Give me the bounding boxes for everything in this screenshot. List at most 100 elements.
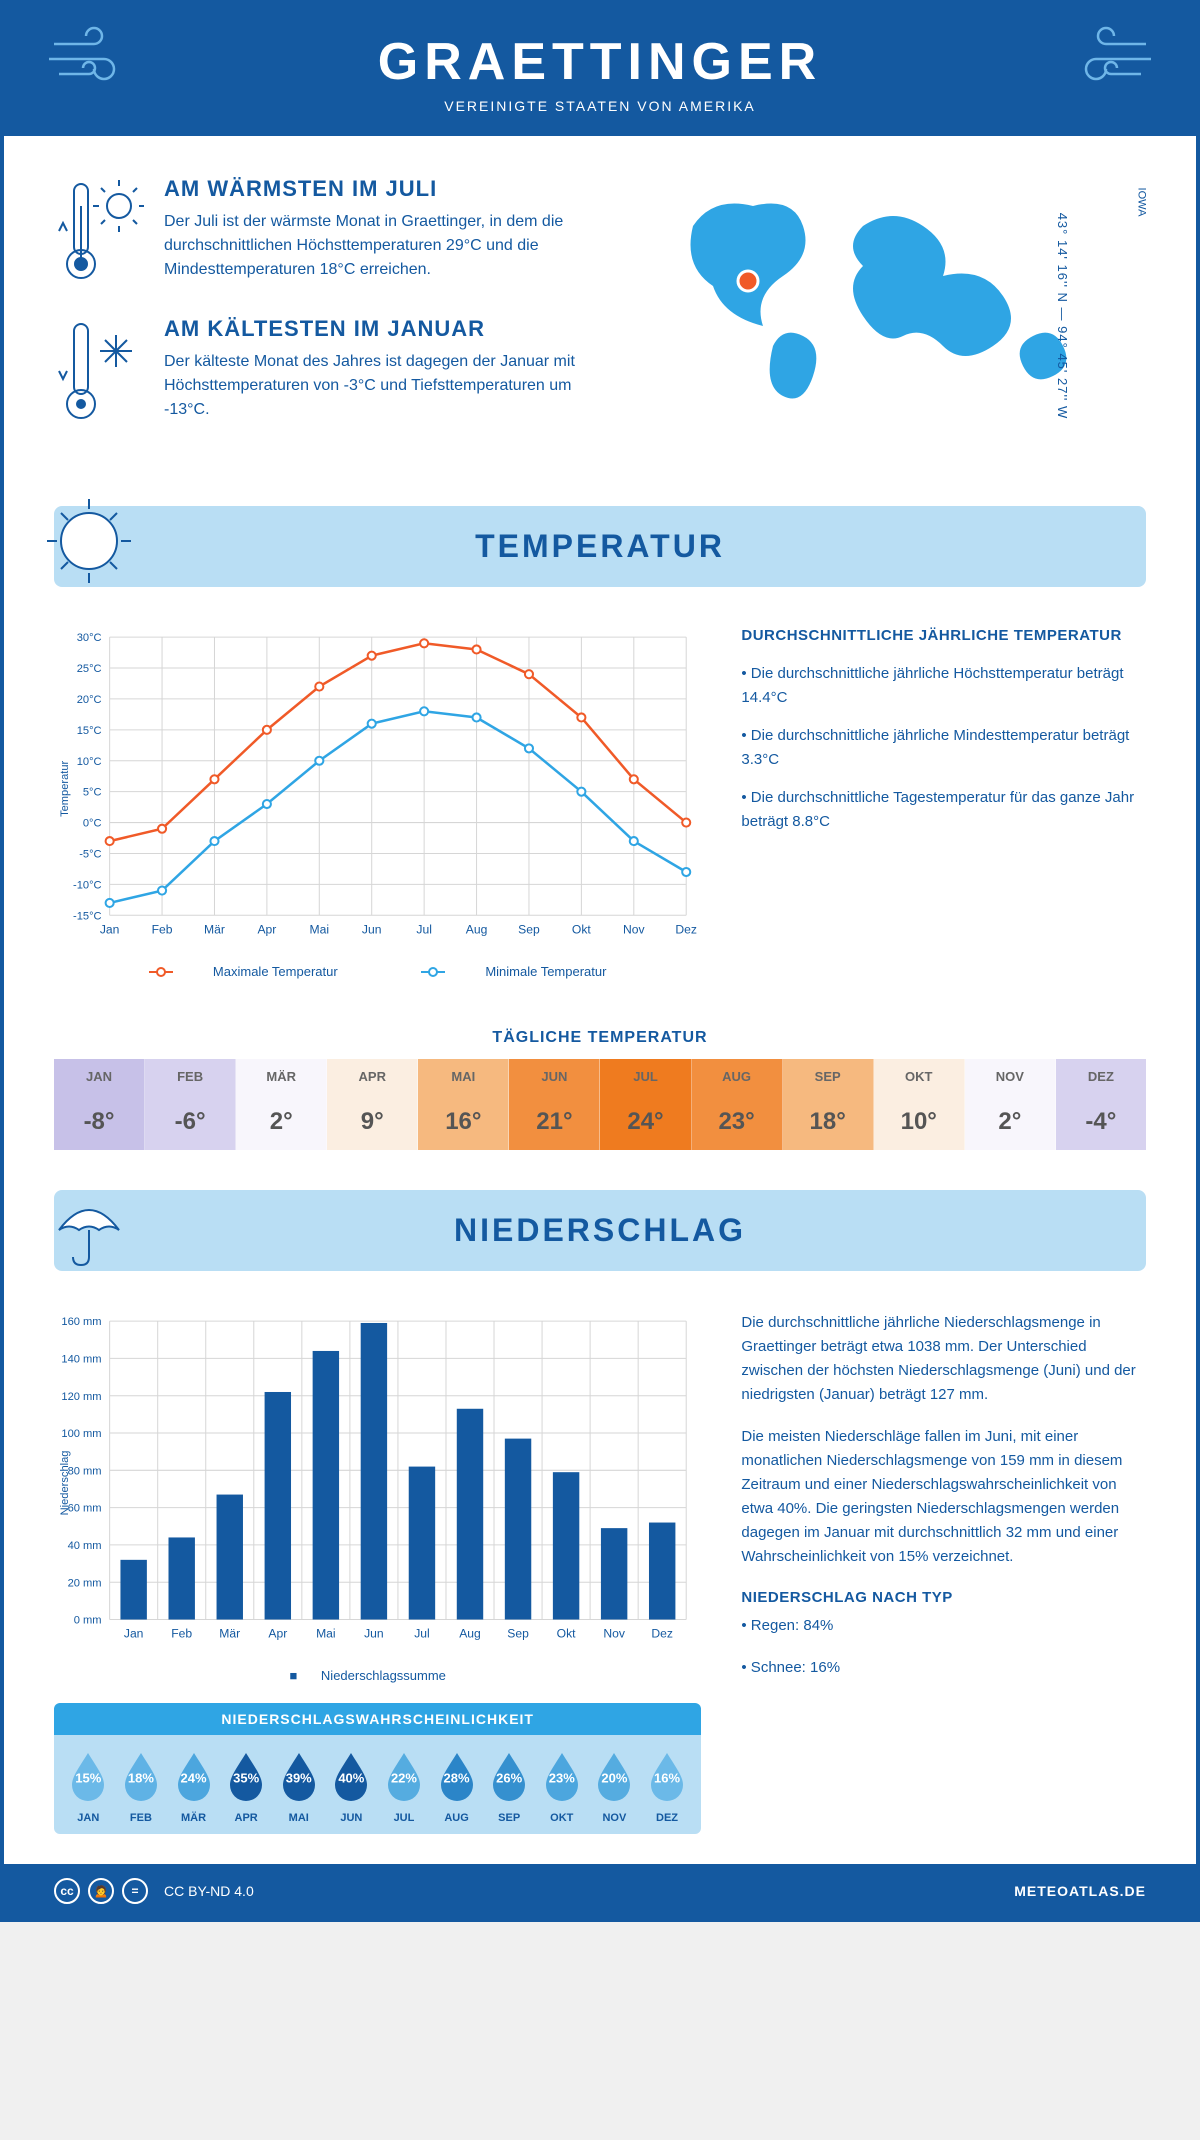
svg-text:Mär: Mär	[204, 922, 225, 936]
precip-bar-chart: 0 mm20 mm40 mm60 mm80 mm100 mm120 mm140 …	[54, 1311, 701, 1655]
svg-text:Aug: Aug	[459, 1626, 481, 1640]
svg-text:Jul: Jul	[414, 1626, 429, 1640]
temp-table-col: AUG23°	[692, 1059, 783, 1150]
svg-text:Dez: Dez	[651, 1626, 673, 1640]
svg-text:0°C: 0°C	[83, 818, 102, 830]
wind-icon	[1066, 24, 1156, 94]
svg-text:Dez: Dez	[675, 922, 697, 936]
svg-text:Sep: Sep	[507, 1626, 529, 1640]
prob-item: 26%SEP	[483, 1749, 536, 1824]
section-banner-temp: TEMPERATUR	[54, 506, 1146, 587]
thermometer-snow-icon	[54, 316, 144, 426]
temp-table-col: JUN21°	[509, 1059, 600, 1150]
precip-p1: Die durchschnittliche jährliche Niedersc…	[741, 1311, 1146, 1407]
precip-type2: • Schnee: 16%	[741, 1656, 1146, 1680]
svg-text:Feb: Feb	[171, 1626, 192, 1640]
temp-table-col: FEB-6°	[145, 1059, 236, 1150]
state-label: IOWA	[1136, 188, 1148, 217]
svg-text:140 mm: 140 mm	[61, 1353, 101, 1365]
prob-item: 22%JUL	[378, 1749, 431, 1824]
svg-text:20 mm: 20 mm	[68, 1577, 102, 1589]
prob-item: 20%NOV	[588, 1749, 641, 1824]
prob-item: 35%APR	[220, 1749, 273, 1824]
svg-text:100 mm: 100 mm	[61, 1428, 101, 1440]
svg-text:Jun: Jun	[364, 1626, 384, 1640]
temp-table-col: NOV2°	[965, 1059, 1056, 1150]
svg-text:40 mm: 40 mm	[68, 1540, 102, 1552]
daily-temp-table: JAN-8°FEB-6°MÄR2°APR9°MAI16°JUN21°JUL24°…	[54, 1059, 1146, 1150]
precip-legend: ■ Niederschlagssumme	[54, 1668, 701, 1683]
temp-info-p2: • Die durchschnittliche jährliche Mindes…	[741, 724, 1146, 772]
svg-text:Nov: Nov	[623, 922, 645, 936]
svg-text:Feb: Feb	[152, 922, 173, 936]
prob-item: 28%AUG	[430, 1749, 483, 1824]
fact-cold-text: Der kälteste Monat des Jahres ist dagege…	[164, 350, 580, 422]
svg-text:20°C: 20°C	[77, 694, 102, 706]
temp-table-col: MAI16°	[418, 1059, 509, 1150]
temp-table-col: MÄR2°	[236, 1059, 327, 1150]
temp-legend: Maximale Temperatur Minimale Temperatur	[54, 964, 701, 979]
by-icon: 🙍	[88, 1878, 114, 1904]
svg-text:0 mm: 0 mm	[74, 1614, 102, 1626]
umbrella-icon	[39, 1175, 139, 1275]
fact-warm-text: Der Juli ist der wärmste Monat in Graett…	[164, 210, 580, 282]
svg-text:30°C: 30°C	[77, 632, 102, 644]
temp-info-p1: • Die durchschnittliche jährliche Höchst…	[741, 662, 1146, 710]
svg-text:Okt: Okt	[572, 922, 591, 936]
precip-type1: • Regen: 84%	[741, 1614, 1146, 1638]
section-title-temp: TEMPERATUR	[76, 528, 1124, 565]
svg-text:Jan: Jan	[100, 922, 120, 936]
prob-row: 15%JAN18%FEB24%MÄR35%APR39%MAI40%JUN22%J…	[54, 1735, 701, 1834]
prob-item: 23%OKT	[535, 1749, 588, 1824]
nd-icon: =	[122, 1878, 148, 1904]
daily-temp-title: TÄGLICHE TEMPERATUR	[4, 1029, 1196, 1047]
temp-line-chart: -15°C-10°C-5°C0°C5°C10°C15°C20°C25°C30°C…	[54, 627, 701, 979]
prob-item: 40%JUN	[325, 1749, 378, 1824]
precip-p2: Die meisten Niederschläge fallen im Juni…	[741, 1425, 1146, 1569]
infographic-page: GRAETTINGER VEREINIGTE STAATEN VON AMERI…	[0, 0, 1200, 1922]
fact-warmest: AM WÄRMSTEN IM JULI Der Juli ist der wär…	[54, 176, 580, 286]
svg-text:Jun: Jun	[362, 922, 382, 936]
sun-icon	[39, 491, 139, 591]
svg-text:Apr: Apr	[257, 922, 276, 936]
svg-text:Mai: Mai	[310, 922, 330, 936]
svg-text:-10°C: -10°C	[73, 879, 102, 891]
coordinates: 43° 14' 16'' N — 94° 45' 27'' W	[1055, 213, 1070, 420]
temp-info-title: DURCHSCHNITTLICHE JÄHRLICHE TEMPERATUR	[741, 627, 1146, 644]
temp-table-col: OKT10°	[874, 1059, 965, 1150]
svg-text:80 mm: 80 mm	[68, 1465, 102, 1477]
thermometer-sun-icon	[54, 176, 144, 286]
svg-text:-5°C: -5°C	[79, 849, 101, 861]
prob-item: 15%JAN	[62, 1749, 115, 1824]
svg-text:Mai: Mai	[316, 1626, 336, 1640]
svg-text:Jul: Jul	[416, 922, 432, 936]
svg-text:Apr: Apr	[268, 1626, 287, 1640]
precip-type-title: NIEDERSCHLAG NACH TYP	[741, 1589, 1146, 1606]
svg-text:15°C: 15°C	[77, 725, 102, 737]
svg-text:25°C: 25°C	[77, 663, 102, 675]
prob-item: 39%MAI	[272, 1749, 325, 1824]
temp-table-col: APR9°	[327, 1059, 418, 1150]
license-icons: cc 🙍 = CC BY-ND 4.0	[54, 1878, 254, 1904]
precip-legend-label: Niederschlagssumme	[321, 1668, 446, 1683]
footer: cc 🙍 = CC BY-ND 4.0 METEOATLAS.DE	[4, 1864, 1196, 1918]
legend-min: Minimale Temperatur	[485, 964, 606, 979]
license-text: CC BY-ND 4.0	[164, 1883, 254, 1899]
svg-text:10°C: 10°C	[77, 756, 102, 768]
temp-info-p3: • Die durchschnittliche Tagestemperatur …	[741, 786, 1146, 834]
svg-text:Sep: Sep	[518, 922, 540, 936]
header: GRAETTINGER VEREINIGTE STAATEN VON AMERI…	[4, 4, 1196, 136]
prob-title: NIEDERSCHLAGSWAHRSCHEINLICHKEIT	[54, 1703, 701, 1735]
intro-section: AM WÄRMSTEN IM JULI Der Juli ist der wär…	[4, 136, 1196, 486]
section-banner-precip: NIEDERSCHLAG	[54, 1190, 1146, 1271]
temp-table-col: JAN-8°	[54, 1059, 145, 1150]
section-title-precip: NIEDERSCHLAG	[76, 1212, 1124, 1249]
cc-icon: cc	[54, 1878, 80, 1904]
prob-item: 24%MÄR	[167, 1749, 220, 1824]
svg-text:5°C: 5°C	[83, 787, 102, 799]
legend-max: Maximale Temperatur	[213, 964, 338, 979]
temp-table-col: SEP18°	[783, 1059, 874, 1150]
prob-item: 16%DEZ	[641, 1749, 694, 1824]
prob-item: 18%FEB	[115, 1749, 168, 1824]
svg-text:Aug: Aug	[466, 922, 488, 936]
